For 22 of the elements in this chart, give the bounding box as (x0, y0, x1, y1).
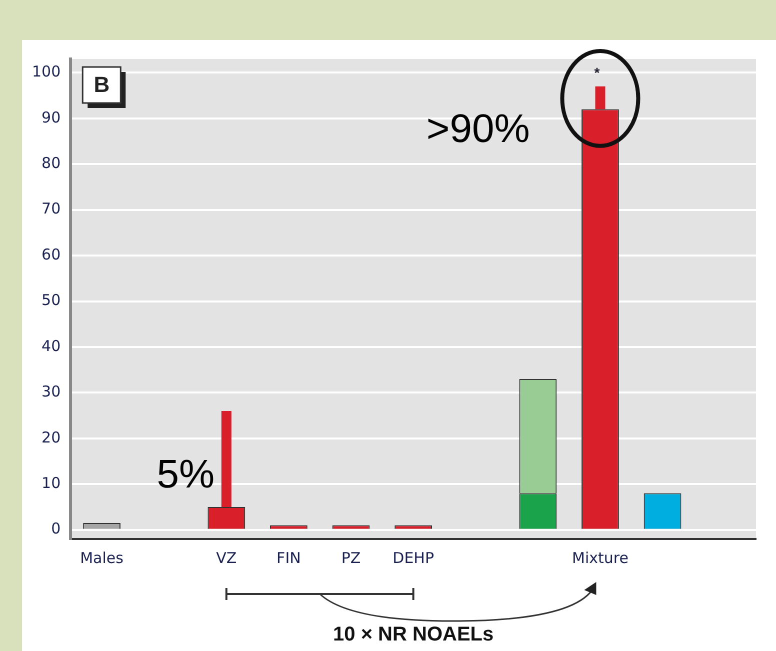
y-tick-label: 70 (42, 200, 61, 218)
y-tick-label: 10 (42, 474, 61, 492)
y-tick-label: 50 (42, 291, 61, 310)
x-axis-title: 10 × NR NOAELs (333, 624, 494, 646)
x-tick-label: FIN (276, 548, 301, 567)
annotation: B (94, 72, 110, 98)
y-tick-label: 30 (42, 382, 61, 401)
y-tick-label: 100 (32, 62, 61, 81)
annotation: 5% (156, 452, 215, 497)
y-tick-label: 60 (42, 245, 61, 264)
x-tick-label: Mixture (572, 548, 628, 567)
y-tick-label: 0 (51, 520, 61, 538)
annotation: >90% (426, 107, 530, 152)
y-tick-label: 80 (42, 154, 61, 172)
annotation: * (594, 64, 600, 80)
x-tick-label: PZ (341, 548, 361, 567)
x-tick-label: Males (80, 548, 124, 567)
y-tick-label: 40 (42, 336, 61, 355)
x-tick-label: DEHP (392, 548, 434, 567)
y-tick-label: 20 (42, 428, 61, 446)
y-tick-label: 90 (42, 108, 61, 126)
x-tick-label: VZ (216, 548, 237, 567)
